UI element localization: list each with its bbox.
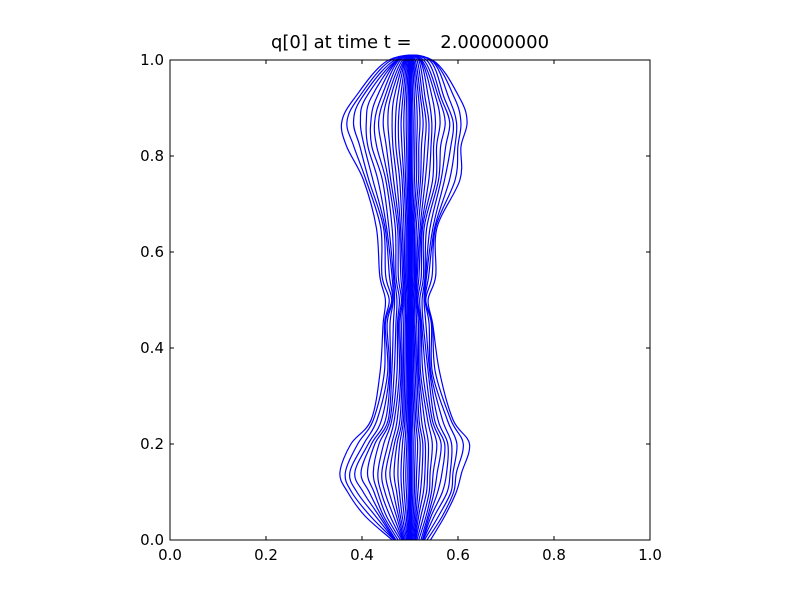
x-tick-label: 1.0: [638, 546, 662, 564]
y-axis: 0.0 0.2 0.4 0.6 0.8 1.0: [140, 51, 650, 549]
x-tick-label: 0.2: [254, 546, 278, 564]
y-tick-label: 0.4: [140, 339, 164, 357]
x-tick-label: 0.4: [350, 546, 374, 564]
plot-area-frame: [169, 59, 651, 541]
y-tick-label: 0.2: [140, 435, 164, 453]
x-tick-label: 0.0: [158, 546, 182, 564]
y-tick-label: 0.8: [140, 147, 164, 165]
chart-title: q[0] at time t = 2.00000000: [271, 32, 549, 53]
y-tick-label: 0.0: [140, 531, 164, 549]
x-axis: 0.0 0.2 0.4 0.6 0.8 1.0: [158, 60, 662, 564]
x-tick-label: 0.6: [446, 546, 470, 564]
contour-line: [339, 54, 471, 541]
contour-lines: [339, 54, 471, 541]
y-tick-label: 1.0: [140, 51, 164, 69]
y-tick-label: 0.6: [140, 243, 164, 261]
x-tick-label: 0.8: [542, 546, 566, 564]
